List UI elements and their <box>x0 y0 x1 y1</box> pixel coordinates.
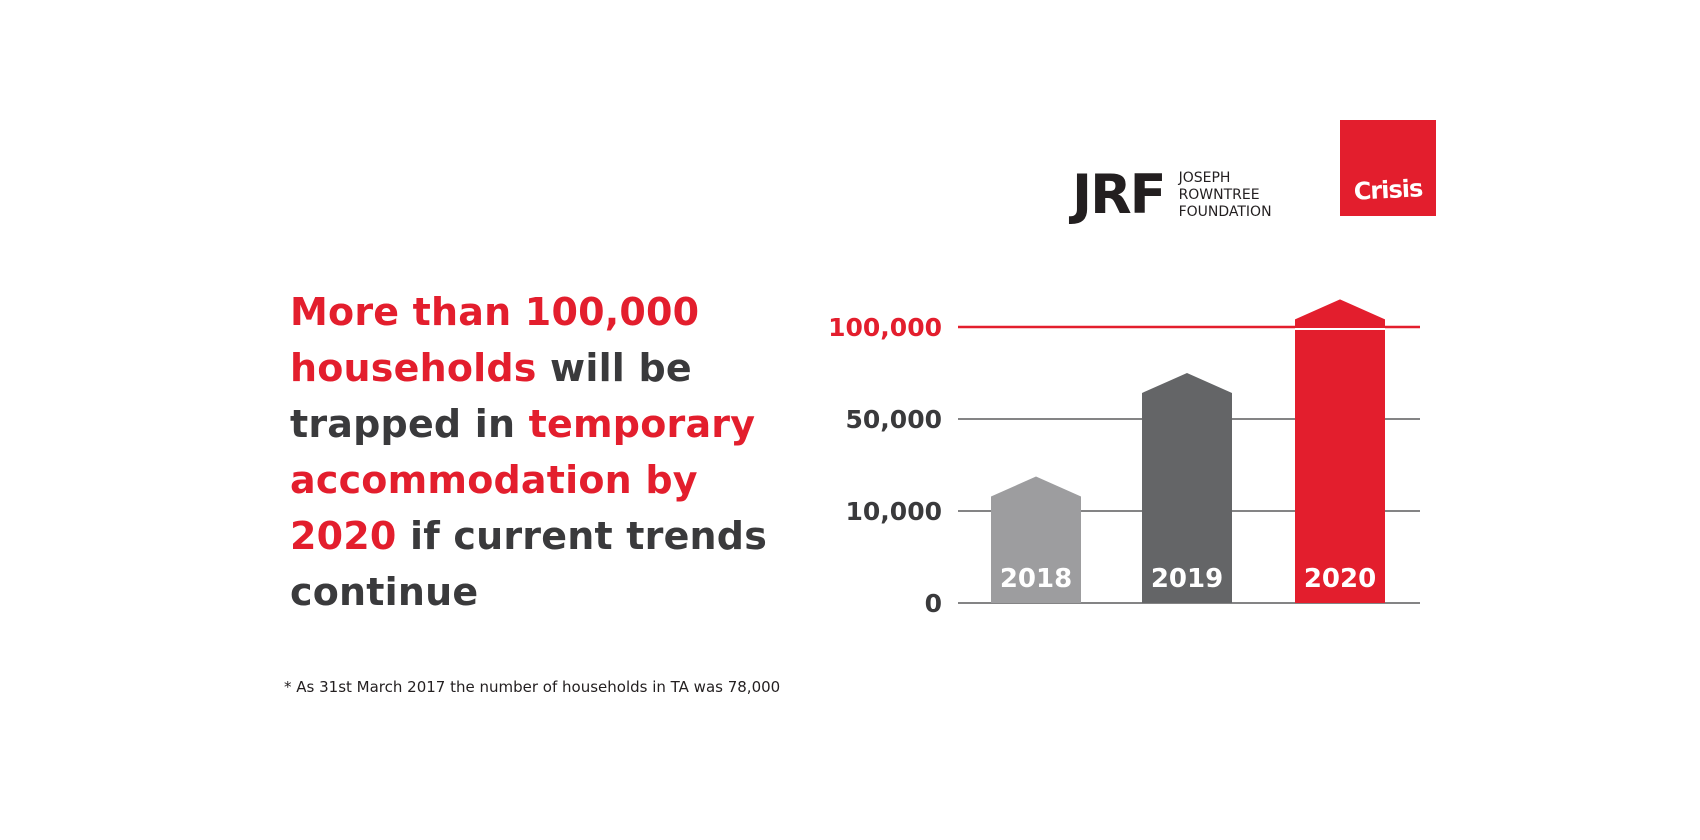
crisis-logo-wordmark: Crisis <box>1353 174 1423 206</box>
headline-part-1: More than 100,000 <box>290 290 700 334</box>
headline: More than 100,000 households will be tra… <box>290 284 810 620</box>
y-tick-label: 100,000 <box>828 313 942 342</box>
y-tick-label: 50,000 <box>846 405 942 434</box>
jrf-name-line: FOUNDATION <box>1178 203 1272 220</box>
crisis-logo: Crisis <box>1340 120 1436 216</box>
y-tick-label: 10,000 <box>846 497 942 526</box>
jrf-name-line: ROWNTREE <box>1178 186 1260 203</box>
bar <box>1295 299 1385 603</box>
jrf-logo-name: JOSEPH ROWNTREE FOUNDATION <box>1179 170 1272 221</box>
headline-part-2: households <box>290 346 537 390</box>
headline-part-4: temporary accommodation by 2020 <box>290 402 756 558</box>
bar-label: 2020 <box>1304 564 1376 594</box>
bar <box>991 476 1081 603</box>
bar <box>1142 373 1232 603</box>
y-tick-label: 0 <box>925 589 942 615</box>
jrf-logo: JRF JOSEPH ROWNTREE FOUNDATION <box>1072 168 1272 222</box>
bar-label: 2019 <box>1151 564 1223 594</box>
headline-part-3: will be trapped in <box>290 346 692 446</box>
headline-part-5: if current trends continue <box>290 514 768 614</box>
households-bar-chart: 0 10,000 50,000 100,000 2018 2019 2020 <box>828 299 1420 615</box>
bar-label: 2018 <box>1000 564 1072 594</box>
jrf-logo-mark: JRF <box>1072 163 1167 226</box>
jrf-name-line: JOSEPH <box>1178 169 1231 186</box>
footnote: * As 31st March 2017 the number of house… <box>284 678 781 696</box>
